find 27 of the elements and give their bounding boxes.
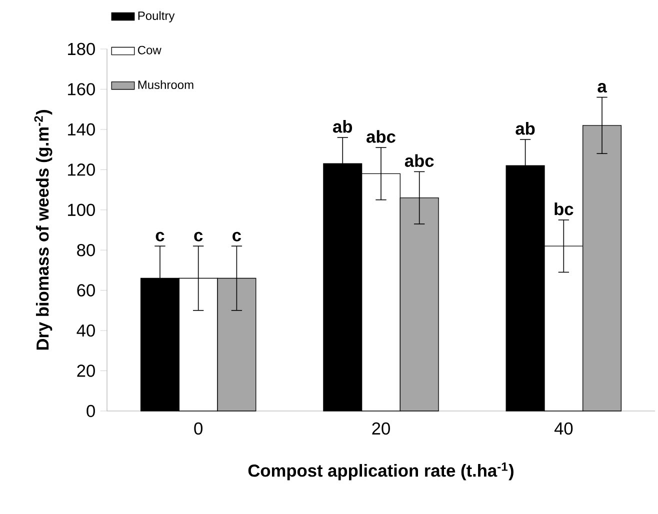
annotation: bc: [554, 202, 574, 216]
annotation: a: [598, 83, 607, 93]
y-tick-label: 40: [76, 324, 95, 337]
y-tick-label: 120: [68, 164, 95, 176]
y-tick-label: 160: [68, 83, 95, 96]
x-tick-label: 0: [194, 422, 202, 435]
x-tick-label: 40: [554, 422, 573, 435]
annotation: c: [194, 232, 203, 242]
y-tick-label: 0: [86, 404, 95, 418]
y-tick-label: 100: [68, 204, 95, 216]
legend-label: Mushroom: [138, 80, 194, 90]
x-axis-title: Compost application rate (t.ha$^{-1}$): [248, 462, 514, 480]
y-axis-title: Dry biomass of weeds (g.m$^{-2}$): [34, 110, 52, 350]
annotation: abc: [404, 154, 434, 167]
y-tick-label: 180: [68, 42, 95, 56]
y-tick-label: 20: [77, 364, 95, 377]
annotation: c: [156, 232, 164, 242]
annotation: c: [232, 232, 242, 242]
annotation: ab: [516, 122, 535, 135]
y-tick-label: 60: [77, 284, 95, 296]
legend-label: Poultry: [138, 11, 175, 22]
annotation: ab: [333, 120, 352, 133]
x-tick-label: 20: [372, 422, 390, 435]
annotation: abc: [366, 130, 396, 143]
y-tick-label: 80: [77, 244, 95, 256]
y-tick-label: 140: [68, 123, 95, 136]
legend-label: Cow: [138, 46, 162, 54]
